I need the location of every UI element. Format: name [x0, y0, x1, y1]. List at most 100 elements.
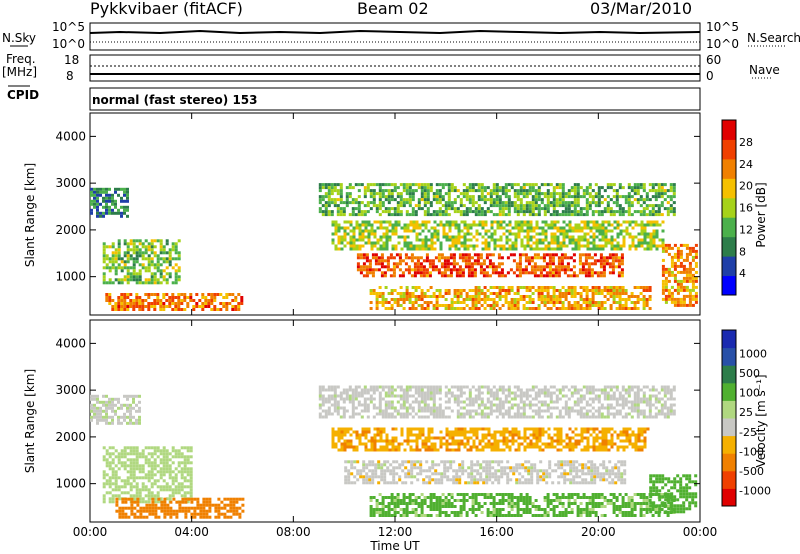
velocity-cell [162, 461, 166, 465]
power-cell [132, 248, 136, 252]
power-cell [204, 305, 208, 308]
velocity-cell [220, 500, 224, 504]
velocity-cell [378, 403, 382, 407]
power-cell [643, 223, 647, 227]
power-cell [498, 298, 502, 301]
velocity-cell [375, 385, 379, 389]
power-cell [631, 235, 635, 239]
velocity-cell [171, 482, 175, 486]
power-cell [108, 211, 111, 215]
velocity-cell [402, 394, 406, 398]
power-cell [649, 238, 653, 242]
velocity-cell [135, 467, 139, 471]
power-cell [688, 303, 692, 307]
power-cell [578, 268, 582, 272]
power-cell [427, 244, 431, 248]
power-cell [421, 220, 425, 224]
velocity-cell [486, 406, 490, 410]
velocity-cell [412, 439, 416, 443]
power-cell [413, 262, 417, 266]
power-cell [461, 274, 465, 278]
velocity-cell [375, 406, 379, 410]
power-cell [99, 193, 102, 197]
power-cell [548, 259, 552, 263]
velocity-cell [609, 388, 613, 392]
velocity-cell [369, 400, 373, 404]
velocity-cell [144, 455, 148, 459]
power-cell [511, 232, 515, 236]
velocity-cell [189, 491, 193, 495]
power-cell [612, 289, 616, 292]
power-cell [588, 307, 592, 310]
power-cell [415, 235, 419, 239]
velocity-cell [129, 415, 132, 419]
power-cell [551, 274, 555, 278]
power-cell [639, 286, 643, 289]
power-cell [402, 295, 406, 298]
power-cell [484, 229, 488, 233]
power-cell [90, 211, 93, 215]
power-cell [111, 196, 114, 200]
power-cell [126, 266, 130, 270]
velocity-cell [474, 412, 478, 416]
velocity-cell [639, 400, 643, 404]
velocity-cell [93, 394, 96, 398]
power-cell [535, 223, 539, 227]
velocity-cell [549, 394, 553, 398]
power-cell [471, 295, 475, 298]
power-cell [474, 207, 478, 211]
power-cell [379, 226, 383, 230]
power-cell [446, 265, 450, 269]
velocity-cell [630, 385, 634, 389]
power-cell [105, 266, 109, 270]
power-cell [694, 249, 698, 253]
velocity-cell [594, 388, 598, 392]
power-cell [156, 260, 160, 264]
power-cell [180, 302, 184, 305]
power-cell [426, 195, 430, 199]
power-cell [96, 202, 99, 206]
power-cell [394, 247, 398, 251]
velocity-cell [324, 409, 328, 413]
velocity-cell [132, 394, 135, 398]
power-cell [420, 295, 424, 298]
power-cell [515, 262, 519, 266]
velocity-cell [196, 500, 200, 504]
velocity-cell [430, 430, 434, 434]
velocity-cell [430, 442, 434, 446]
power-cell [621, 213, 625, 217]
velocity-cell [108, 479, 112, 483]
power-cell [612, 189, 616, 193]
velocity-cell [540, 391, 544, 395]
velocity-cell [412, 433, 416, 437]
velocity-cell [217, 509, 221, 513]
power-cell [460, 241, 464, 245]
velocity-cell [142, 506, 146, 510]
velocity-cell [406, 442, 410, 446]
power-cell [363, 204, 367, 208]
power-cell [633, 301, 637, 304]
power-cell [126, 254, 130, 258]
power-cell [514, 247, 518, 251]
power-cell [123, 302, 127, 305]
power-cell [570, 213, 574, 217]
velocity-cell [121, 509, 125, 513]
power-cell [348, 183, 352, 187]
power-cell [90, 199, 93, 203]
power-cell [380, 259, 384, 263]
power-cell [519, 192, 523, 196]
power-cell [360, 183, 364, 187]
velocity-cell [606, 397, 610, 401]
velocity-cell [427, 439, 431, 443]
velocity-cell [138, 421, 141, 425]
velocity-cell [603, 397, 607, 401]
velocity-cell [123, 482, 127, 486]
power-cell [401, 259, 405, 263]
velocity-cell [573, 388, 577, 392]
power-cell [602, 274, 606, 278]
power-cell [162, 269, 166, 273]
power-cell [531, 213, 535, 217]
power-cell [603, 207, 607, 211]
velocity-cell [174, 488, 178, 492]
power-cell [574, 223, 578, 227]
